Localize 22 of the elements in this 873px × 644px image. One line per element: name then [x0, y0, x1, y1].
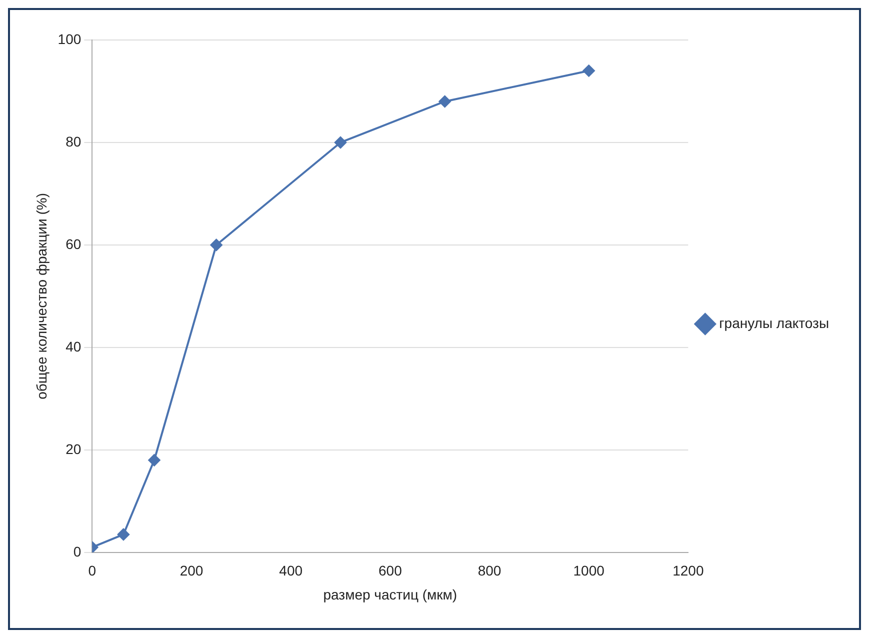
x-tick-label: 600: [378, 562, 402, 579]
x-tick-label: 0: [88, 562, 96, 579]
x-tick-label: 400: [279, 562, 303, 579]
y-tick-label: 60: [66, 236, 82, 252]
point: [438, 95, 451, 108]
legend-label: гранулы лактозы: [719, 314, 829, 331]
x-tick-label: 1200: [672, 562, 704, 579]
y-tick-label: 0: [73, 543, 82, 560]
y-tick-label: 100: [58, 30, 82, 47]
x-axis-title: размер частиц (мкм): [323, 586, 458, 602]
point: [582, 64, 595, 77]
y-tick-label: 20: [66, 440, 82, 457]
x-tick-label: 800: [478, 562, 502, 579]
y-axis-title: общее количество фракции (%): [33, 193, 50, 400]
point: [210, 238, 222, 251]
point: [117, 528, 130, 540]
point: [148, 454, 160, 466]
x-tick-label: 1000: [573, 562, 605, 579]
y-tick-label: 40: [66, 338, 82, 354]
x-tick-label: 200: [180, 562, 204, 579]
point: [334, 136, 346, 148]
y-tick-label: 80: [66, 133, 82, 150]
